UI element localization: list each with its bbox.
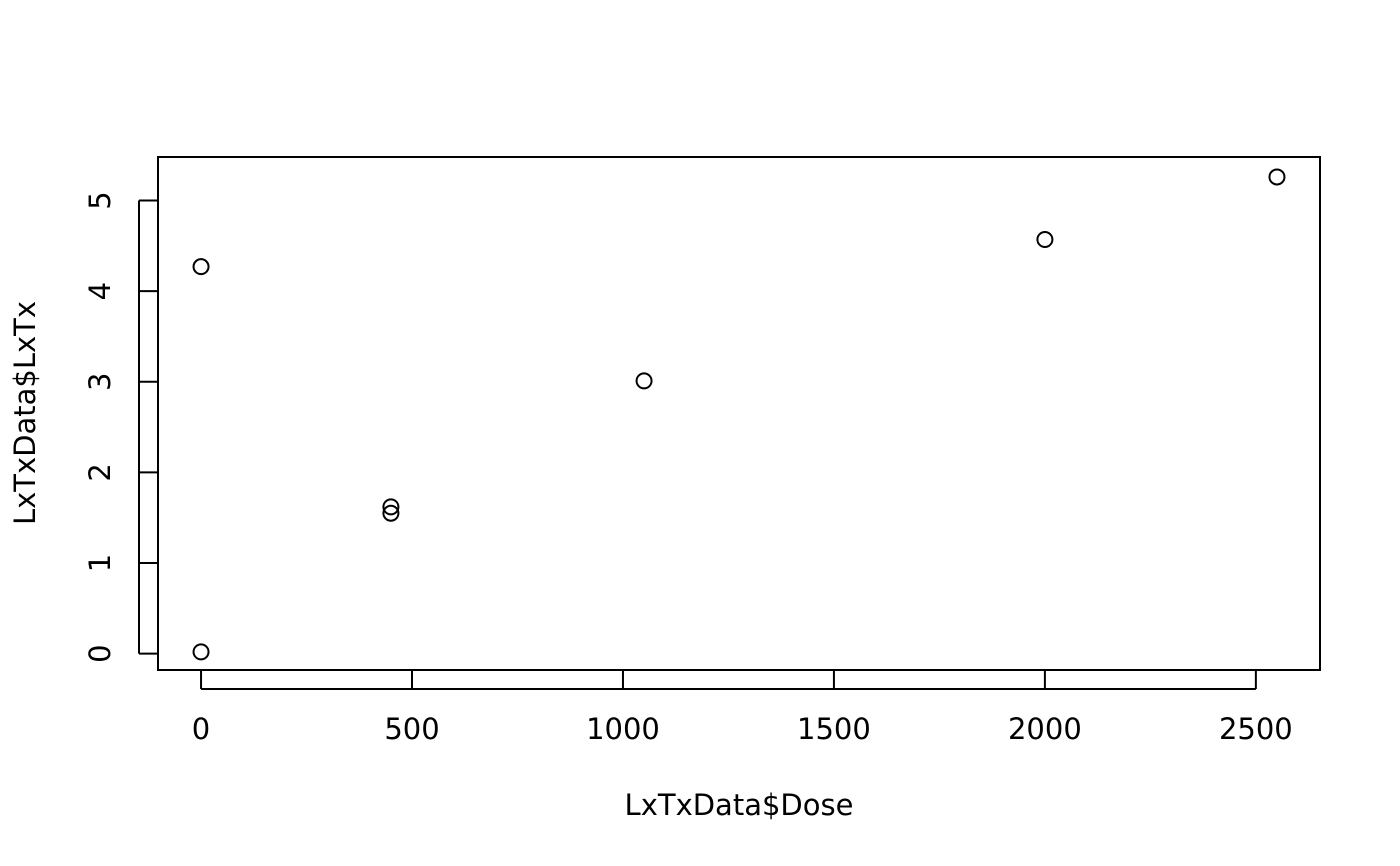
plot-frame: [157, 156, 1321, 671]
y-tick-label: 1: [83, 554, 117, 572]
x-axis: 0 500 1000 1500 2000 2500: [192, 670, 1293, 746]
y-axis-title: LxTxData$LxTx: [8, 301, 42, 525]
x-tick-label: 1000: [586, 712, 660, 746]
y-axis: 0 1 2 3 4 5: [83, 191, 158, 663]
x-axis-title: LxTxData$Dose: [625, 788, 854, 822]
y-tick-label: 5: [83, 191, 117, 209]
x-tick-label: 1500: [797, 712, 871, 746]
data-point: [192, 258, 210, 276]
data-point: [382, 504, 400, 522]
x-tick-label: 2000: [1008, 712, 1082, 746]
y-tick-label: 0: [83, 644, 117, 662]
x-tick-label: 500: [384, 712, 439, 746]
y-tick-label: 2: [83, 463, 117, 481]
x-tick-label: 0: [192, 712, 210, 746]
y-tick-label: 3: [83, 373, 117, 391]
data-points: [192, 168, 1286, 661]
data-point: [1268, 168, 1286, 186]
y-tick-label: 4: [83, 282, 117, 300]
data-point: [192, 643, 210, 661]
data-point: [382, 498, 400, 516]
data-point: [635, 372, 653, 390]
data-point: [1036, 230, 1054, 248]
x-tick-label: 2500: [1219, 712, 1293, 746]
